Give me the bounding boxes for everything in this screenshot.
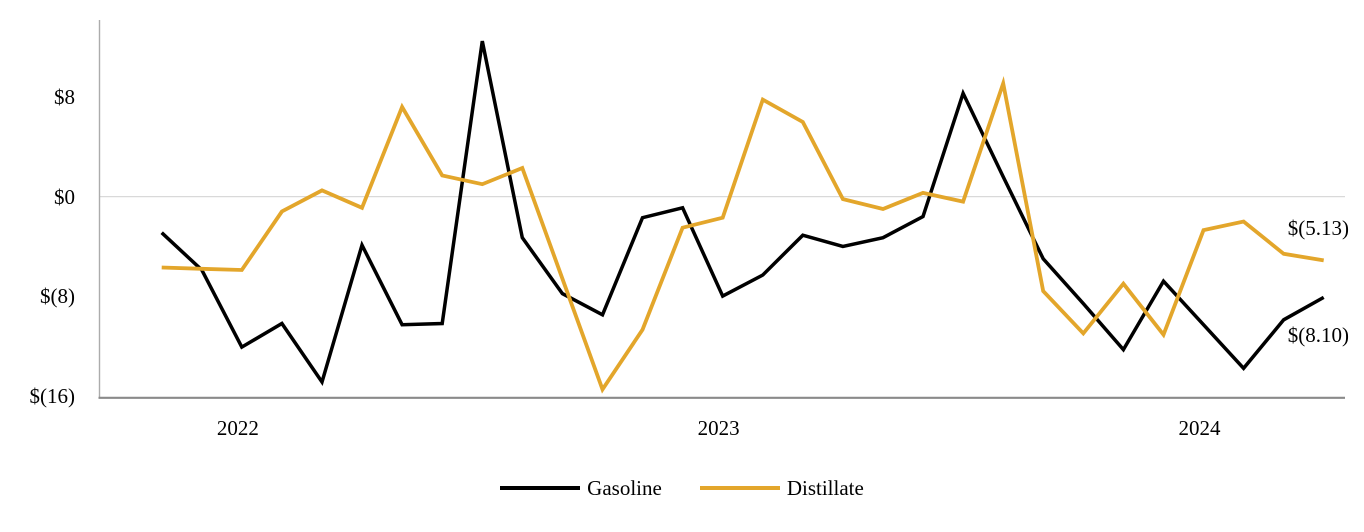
x-tick-label-2023: 2023 xyxy=(697,416,740,440)
y-tick-label: $(8) xyxy=(40,284,75,309)
x-tick-label-2024: 2024 xyxy=(1178,416,1221,440)
end-label-gasoline: $(8.10) xyxy=(1287,323,1349,348)
y-tick-label: $(16) xyxy=(29,383,76,408)
distillate-line-swatch-icon xyxy=(699,486,780,490)
series-line-distillate xyxy=(161,75,1325,394)
legend: Gasoline Distillate xyxy=(0,475,1364,501)
y-tick-label: $8 xyxy=(54,85,75,110)
gasoline-line-swatch-icon xyxy=(500,486,581,490)
legend-item-distillate: Distillate xyxy=(699,475,864,501)
y-tick-label: $0 xyxy=(54,184,75,209)
end-label-distillate: $(5.13) xyxy=(1287,216,1349,241)
legend-item-gasoline: Gasoline xyxy=(500,475,662,501)
legend-label-gasoline: Gasoline xyxy=(587,476,662,500)
legend-label-distillate: Distillate xyxy=(786,476,864,500)
series-line-gasoline xyxy=(160,40,1325,387)
x-tick-label-2022: 2022 xyxy=(216,416,259,440)
